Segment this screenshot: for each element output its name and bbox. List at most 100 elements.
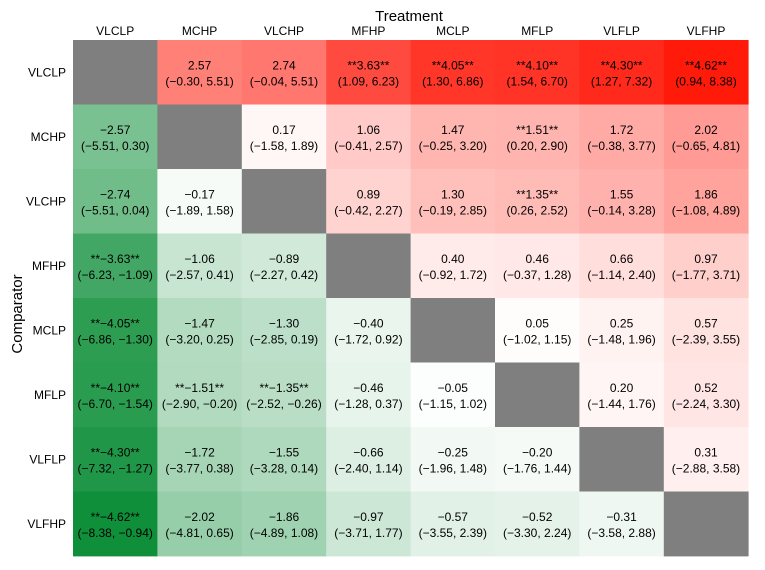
cell-value-label: −0.97 xyxy=(353,510,384,524)
cell-ci-label: (1.09, 6.23) xyxy=(338,74,399,88)
heatmap-cell xyxy=(410,169,496,234)
cell-value-label: −0.17 xyxy=(184,187,215,201)
heatmap-cell xyxy=(73,491,158,557)
diagonal-cell xyxy=(326,233,411,299)
heatmap-cell xyxy=(579,169,665,234)
heatmap-cell xyxy=(579,362,665,428)
row-label: VLCLP xyxy=(28,65,66,79)
cell-ci-label: (−0.38, 3.77) xyxy=(587,139,655,153)
heatmap-cell xyxy=(495,491,580,557)
heatmap-cell xyxy=(241,233,327,299)
heatmap-cell xyxy=(326,104,411,170)
cell-ci-label: (−3.20, 0.25) xyxy=(165,332,233,346)
cell-value-label: 1.55 xyxy=(610,187,634,201)
cell-value-label: −1.30 xyxy=(269,316,300,330)
cell-value-label: 2.02 xyxy=(694,123,718,137)
heatmap-cell xyxy=(326,491,411,557)
cell-ci-label: (−1.76, 1.44) xyxy=(503,461,571,475)
cell-value-label: **4.10** xyxy=(516,58,558,72)
diagonal-cell xyxy=(241,169,327,234)
cell-value-label: 1.30 xyxy=(441,187,465,201)
cell-value-label: **4.05** xyxy=(432,58,474,72)
cell-ci-label: (−1.44, 1.76) xyxy=(587,397,655,411)
heatmap-cell xyxy=(326,362,411,428)
cell-value-label: **−4.30** xyxy=(91,445,140,459)
cell-value-label: 0.05 xyxy=(526,316,550,330)
cell-ci-label: (−0.37, 1.28) xyxy=(503,268,571,282)
cell-ci-label: (−0.30, 5.51) xyxy=(165,74,233,88)
cell-ci-label: (0.20, 2.90) xyxy=(507,139,568,153)
heatmap-cell xyxy=(410,362,496,428)
cell-value-label: 0.57 xyxy=(694,316,718,330)
cell-value-label: 0.31 xyxy=(694,445,718,459)
row-label: VLFLP xyxy=(29,452,66,466)
cell-value-label: 1.72 xyxy=(610,123,634,137)
heatmap-cell xyxy=(579,40,665,105)
cell-ci-label: (−2.24, 3.30) xyxy=(672,397,740,411)
heatmap-cell xyxy=(410,40,496,105)
column-label: MCLP xyxy=(436,24,469,38)
row-label: VLFHP xyxy=(27,517,66,531)
diagonal-cell xyxy=(663,491,749,557)
cell-ci-label: (−6.86, −1.30) xyxy=(78,332,153,346)
heatmap-cell xyxy=(663,298,749,363)
cell-value-label: **4.30** xyxy=(601,58,643,72)
cell-ci-label: (−5.51, 0.30) xyxy=(81,139,149,153)
cell-ci-label: (−0.41, 2.57) xyxy=(334,139,402,153)
cell-ci-label: (−0.65, 4.81) xyxy=(672,139,740,153)
heatmap-cell xyxy=(410,491,496,557)
cell-value-label: −0.52 xyxy=(522,510,553,524)
heatmap-cell xyxy=(495,298,580,363)
heatmap-cell xyxy=(579,491,665,557)
cell-value-label: 1.47 xyxy=(441,123,465,137)
cell-ci-label: (−0.14, 3.28) xyxy=(587,203,655,217)
cell-value-label: −2.74 xyxy=(100,187,131,201)
heatmap-cell xyxy=(410,104,496,170)
cell-value-label: **−1.35** xyxy=(259,381,308,395)
heatmap-cell xyxy=(495,169,580,234)
cell-value-label: −2.57 xyxy=(100,123,131,137)
heatmap-cell xyxy=(326,427,411,492)
heatmap-cell xyxy=(241,427,327,492)
heatmap-cell xyxy=(495,40,580,105)
cell-value-label: **−4.10** xyxy=(91,381,140,395)
cell-ci-label: (−1.14, 2.40) xyxy=(587,268,655,282)
heatmap-cell xyxy=(495,427,580,492)
cell-value-label: **−4.62** xyxy=(91,510,140,524)
cell-value-label: −0.66 xyxy=(353,445,384,459)
heatmap-cell xyxy=(663,40,749,105)
heatmap-cell xyxy=(579,104,665,170)
heatmap-cell xyxy=(663,104,749,170)
cell-value-label: −0.40 xyxy=(353,316,384,330)
heatmap-cell xyxy=(663,233,749,299)
cell-value-label: −0.20 xyxy=(522,445,553,459)
heatmap-cell xyxy=(241,104,327,170)
column-label: MFLP xyxy=(521,24,553,38)
cell-value-label: −1.47 xyxy=(184,316,215,330)
cell-value-label: **−4.05** xyxy=(91,316,140,330)
cell-ci-label: (−3.28, 0.14) xyxy=(250,461,318,475)
cell-value-label: 0.52 xyxy=(694,381,718,395)
heatmap-cell xyxy=(241,362,327,428)
heatmap-cells: 2.57 (−0.30, 5.51) 2.74 (−0.04, 5.51) **3.63… xyxy=(73,40,749,557)
heatmap-cell xyxy=(241,298,327,363)
cell-ci-label: (−2.88, 3.58) xyxy=(672,461,740,475)
column-label: MFHP xyxy=(351,24,385,38)
heatmap-cell xyxy=(663,427,749,492)
cell-ci-label: (−2.27, 0.42) xyxy=(250,268,318,282)
column-label: VLFLP xyxy=(603,24,640,38)
cell-ci-label: (0.26, 2.52) xyxy=(507,203,568,217)
cell-ci-label: (−2.40, 1.14) xyxy=(334,461,402,475)
cell-ci-label: (−2.85, 0.19) xyxy=(250,332,318,346)
column-labels: VLCLP MCHP VLCHP MFHP MCLP MFLP VLFLP VLFHP xyxy=(96,24,725,38)
cell-value-label: 0.17 xyxy=(272,123,296,137)
cell-ci-label: (0.94, 8.38) xyxy=(675,74,736,88)
cell-ci-label: (−1.15, 1.02) xyxy=(419,397,487,411)
cell-value-label: −0.57 xyxy=(438,510,469,524)
cell-value-label: −2.02 xyxy=(184,510,215,524)
column-label: VLCHP xyxy=(264,24,304,38)
cell-ci-label: (−5.51, 0.04) xyxy=(81,203,149,217)
cell-ci-label: (1.30, 6.86) xyxy=(422,74,483,88)
heatmap-cell xyxy=(157,362,243,428)
